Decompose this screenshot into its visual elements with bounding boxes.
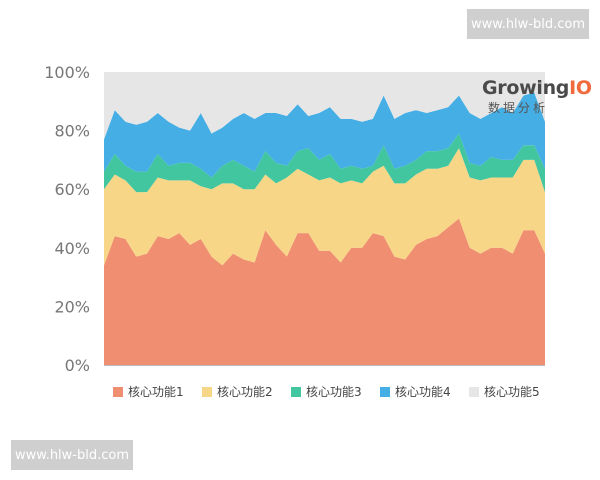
legend-item-2: 核心功能2 (202, 385, 273, 399)
growingio-logo: GrowingIO 数据分析 (482, 77, 592, 127)
area-series-1 (104, 218, 545, 365)
area-series-2 (104, 148, 545, 266)
logo-subtitle: 数据分析 (488, 101, 549, 115)
area-layer (104, 72, 545, 365)
legend-label: 核心功能1 (128, 385, 184, 399)
y-tick-label: 80% (54, 122, 90, 141)
legend-swatch (291, 387, 301, 397)
legend: 核心功能1 核心功能2 核心功能3 核心功能4 核心功能5 (113, 385, 540, 399)
y-tick-label: 100% (44, 63, 90, 82)
area-series-3 (104, 133, 545, 193)
legend-label: 核心功能3 (306, 385, 362, 399)
area-series-5 (104, 72, 545, 140)
legend-item-3: 核心功能3 (291, 385, 362, 399)
watermark-bottom: www.hlw-bld.com (11, 440, 133, 470)
legend-label: 核心功能2 (217, 385, 273, 399)
y-axis: 0% 20% 40% 60% 80% 100% (44, 63, 90, 375)
y-tick-label: 20% (54, 297, 90, 316)
legend-swatch (202, 387, 212, 397)
y-tick-label: 0% (65, 356, 90, 375)
watermark-top: www.hlw-bld.com (467, 9, 589, 39)
legend-label: 核心功能5 (484, 385, 540, 399)
y-tick-label: 40% (54, 239, 90, 258)
legend-swatch (469, 387, 479, 397)
logo-word: Growing (482, 77, 570, 99)
legend-swatch (113, 387, 123, 397)
legend-swatch (380, 387, 390, 397)
legend-label: 核心功能4 (395, 385, 451, 399)
legend-item-1: 核心功能1 (113, 385, 184, 399)
logo-word-io: IO (569, 77, 592, 99)
legend-item-4: 核心功能4 (380, 385, 451, 399)
legend-item-5: 核心功能5 (469, 385, 540, 399)
y-tick-label: 60% (54, 180, 90, 199)
area-series-4 (104, 92, 545, 178)
